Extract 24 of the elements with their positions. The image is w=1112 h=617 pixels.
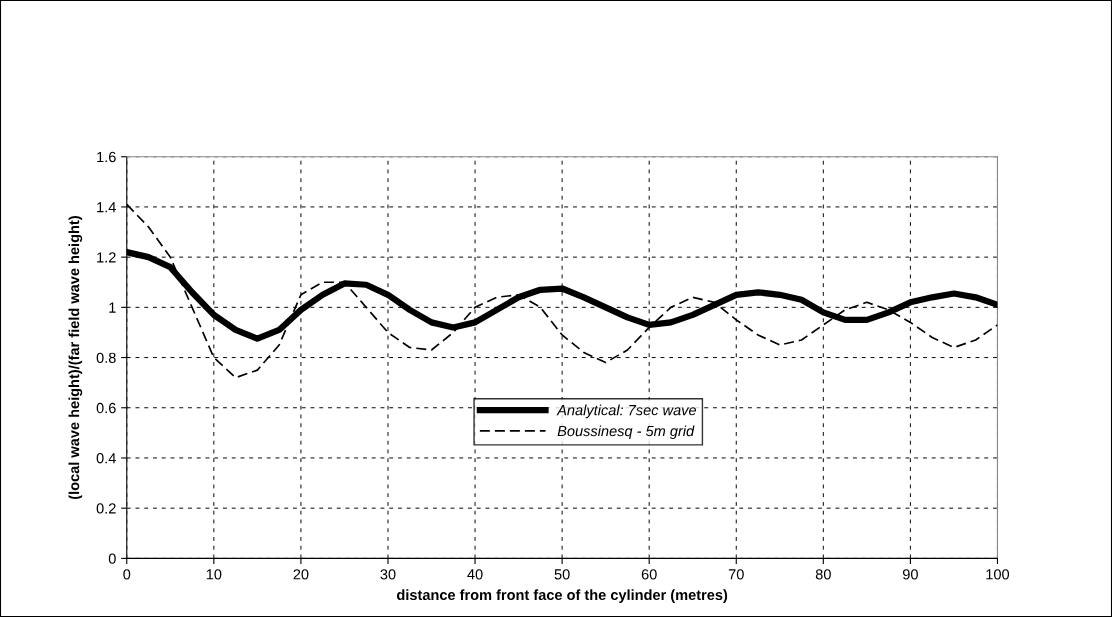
- x-tick-label: 30: [380, 569, 396, 580]
- x-tick-label: 40: [467, 569, 483, 580]
- y-tick-label: 1.6: [97, 151, 116, 163]
- y-tick-label: 0.6: [96, 402, 116, 414]
- y-axis-title: (local wave height)/(far field wave height): [68, 216, 83, 500]
- x-tick-label: 60: [641, 569, 657, 580]
- y-tick-label: 1.4: [97, 202, 116, 213]
- y-tick-label: 0.2: [96, 503, 116, 514]
- x-tick-label: 90: [902, 569, 918, 580]
- y-tick-label: 0: [108, 553, 116, 564]
- x-tick-label: 20: [293, 569, 309, 580]
- y-tick-label: 0.8: [96, 352, 116, 363]
- x-axis-title: distance from front face of the cylinder (metres): [397, 589, 728, 603]
- x-tick-label: 50: [554, 569, 570, 580]
- y-tick-label: 1: [109, 302, 116, 313]
- x-tick-label: 100: [986, 569, 1010, 580]
- legend-label: Boussinesq - 5m grid: [557, 425, 695, 440]
- x-tick-label: 80: [815, 569, 831, 580]
- x-tick-label: 0: [123, 569, 131, 580]
- legend-label: Analytical: 7sec wave: [556, 404, 697, 419]
- x-tick-label: 70: [728, 569, 744, 580]
- x-tick-label: 10: [206, 569, 222, 580]
- y-tick-label: 1.2: [97, 252, 116, 263]
- y-tick-label: 0.4: [96, 453, 116, 464]
